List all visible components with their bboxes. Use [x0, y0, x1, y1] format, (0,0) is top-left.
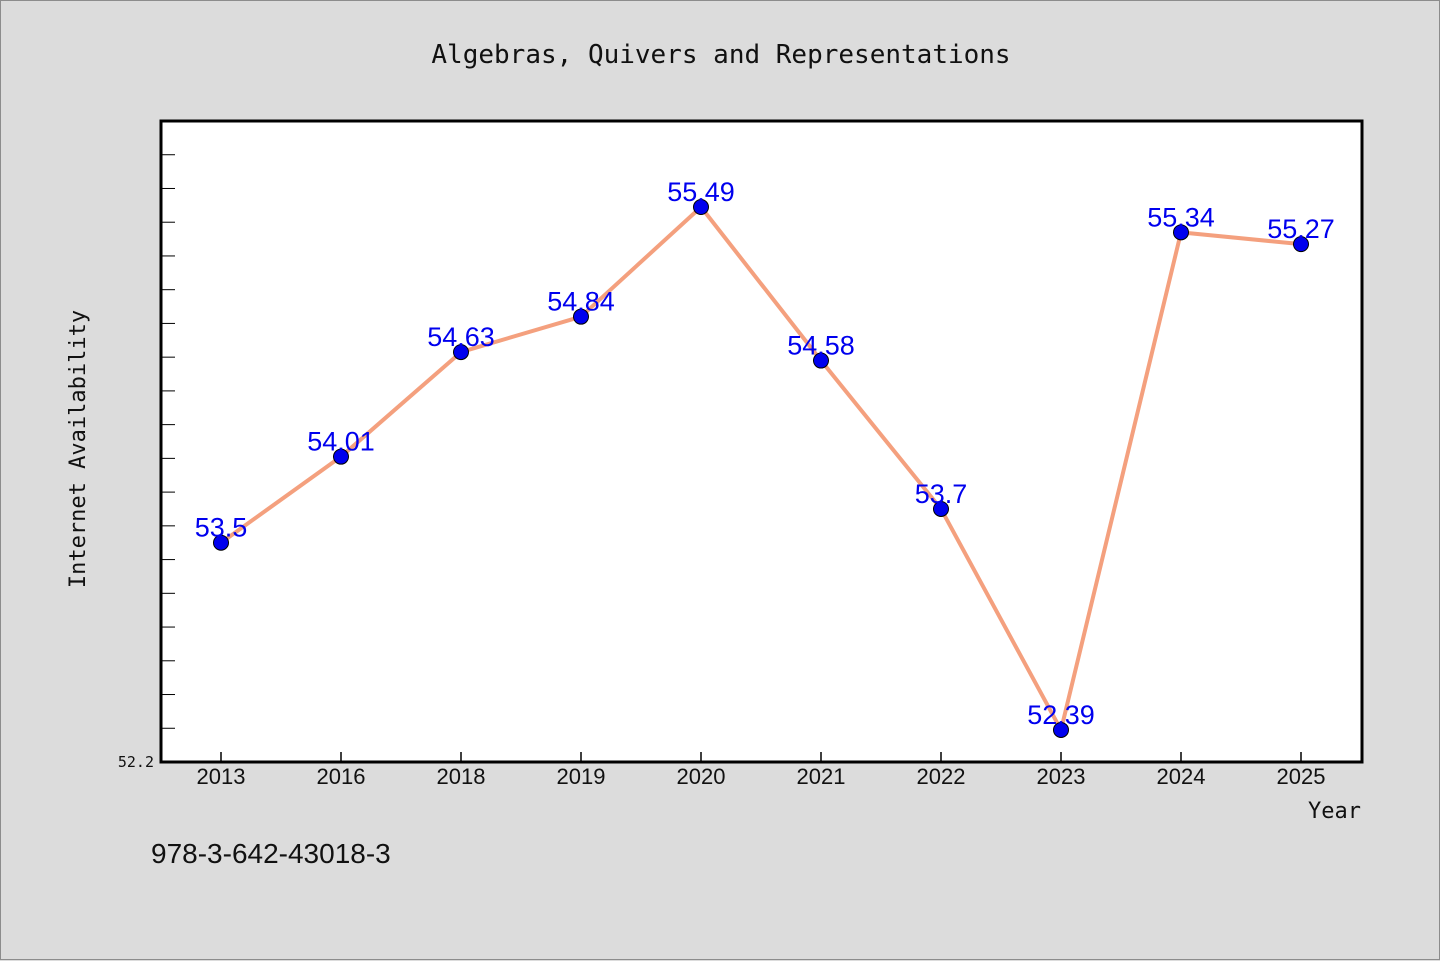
data-point: [813, 352, 829, 369]
data-label: 53.5: [195, 513, 248, 543]
data-label: 54.58: [787, 331, 855, 361]
data-point: [573, 308, 589, 325]
data-point: [213, 534, 229, 551]
data-point: [1053, 721, 1069, 738]
x-tick-label: 2019: [557, 764, 606, 789]
data-label: 54.84: [547, 287, 615, 317]
x-tick-label: 2022: [917, 764, 966, 789]
data-point: [453, 344, 469, 361]
data-label: 53.7: [915, 479, 968, 509]
data-point: [333, 448, 349, 465]
data-label: 54.63: [427, 322, 495, 352]
series-markers: [213, 199, 1309, 738]
y-axis-ticks: [161, 154, 175, 763]
x-axis-label: Year: [1308, 799, 1361, 824]
data-labels: 53.5 54.01 54.63 54.84 55.49 54.58 53.7 52.39 55…: [195, 177, 1335, 730]
x-tick-label: 2021: [797, 764, 846, 789]
data-point: [693, 199, 709, 216]
x-tick-label: 2018: [437, 764, 486, 789]
data-label: 52.39: [1027, 700, 1095, 730]
x-tick-label: 2024: [1157, 764, 1206, 789]
data-point: [1173, 224, 1189, 241]
data-label: 54.01: [307, 427, 375, 457]
x-tick-label: 2023: [1037, 764, 1086, 789]
x-tick-label: 2020: [677, 764, 726, 789]
series-line: [219, 205, 1302, 732]
isbn-text: 978-3-642-43018-3: [151, 838, 391, 869]
x-tick-label: 2025: [1277, 764, 1326, 789]
x-tick-label: 2013: [197, 764, 246, 789]
data-point: [1293, 236, 1309, 253]
y-axis-label: Internet Availability: [66, 310, 91, 588]
data-label: 55.34: [1147, 202, 1215, 232]
x-tick-label: 2016: [317, 764, 366, 789]
chart-title: Algebras, Quivers and Representations: [431, 40, 1010, 70]
y-axis-min-label: 52.2: [118, 753, 154, 771]
data-point: [933, 500, 949, 517]
data-label: 55.49: [667, 177, 735, 207]
data-label: 55.27: [1267, 214, 1335, 244]
x-axis-ticks: 2013 2016 2018 2019 2020 2021 2022 2023 2024 2025: [197, 752, 1326, 789]
